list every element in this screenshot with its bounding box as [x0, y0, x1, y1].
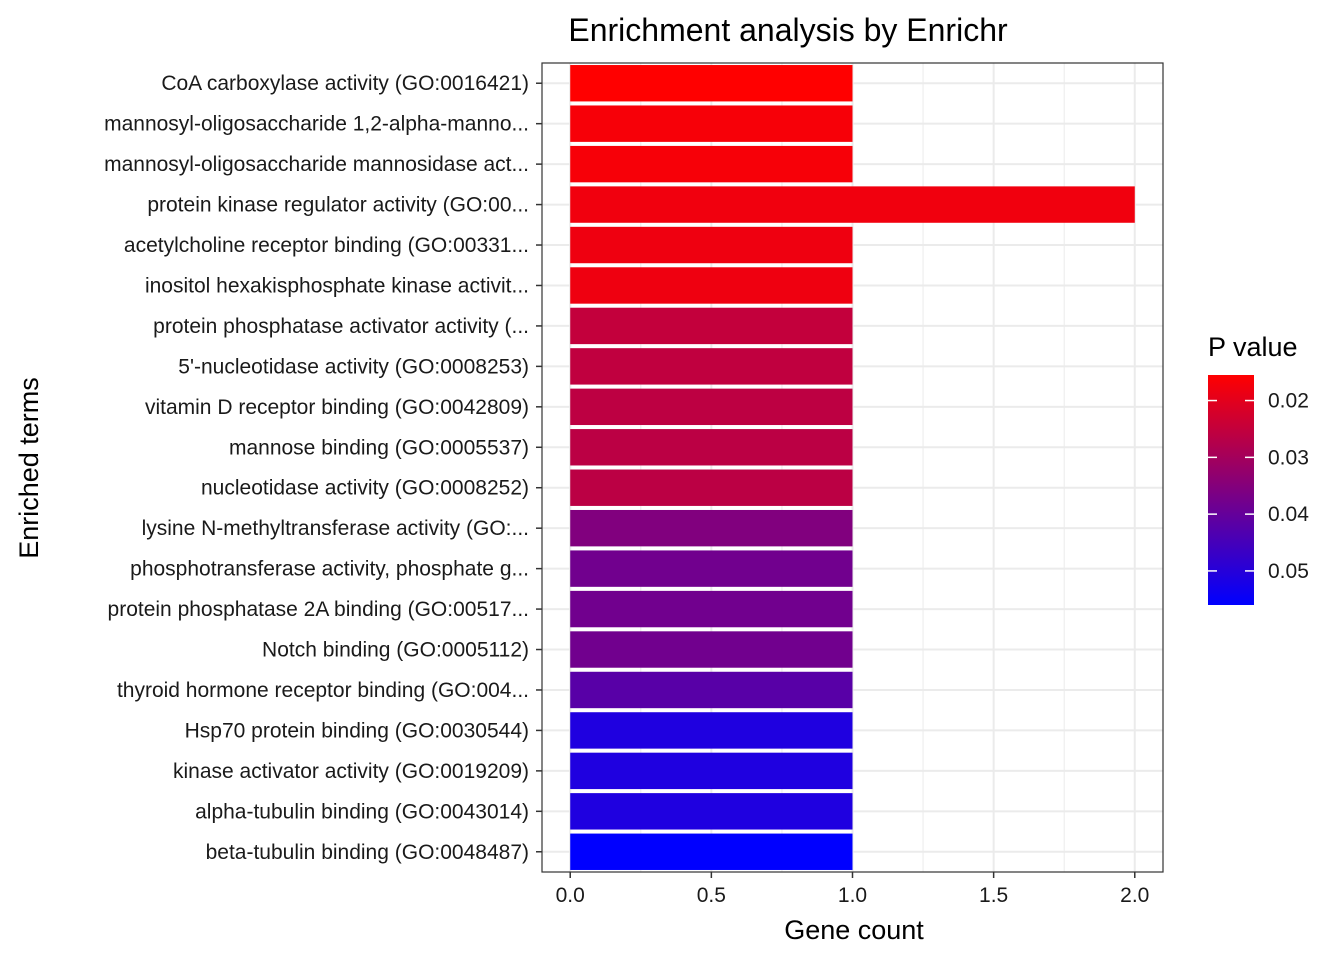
y-tick-label: nucleotidase activity (GO:0008252) [201, 477, 529, 500]
y-tick-label: CoA carboxylase activity (GO:0016421) [161, 72, 529, 95]
y-tick-label: kinase activator activity (GO:0019209) [173, 760, 529, 783]
bar [570, 226, 853, 264]
x-tick-label: 1.5 [979, 884, 1008, 907]
bar [570, 550, 853, 587]
bar [570, 388, 853, 426]
y-tick-label: vitamin D receptor binding (GO:0042809) [145, 396, 529, 419]
bar [570, 833, 853, 870]
legend-tick-label: 0.05 [1268, 560, 1309, 583]
y-tick-label: inositol hexakisphosphate kinase activit… [145, 274, 529, 297]
y-tick-label: protein kinase regulator activity (GO:00… [147, 194, 529, 217]
y-tick-label: Hsp70 protein binding (GO:0030544) [185, 719, 529, 742]
x-axis: 0.0 0.5 1.0 1.5 2.0 [556, 872, 1149, 907]
gridlines [542, 63, 1163, 872]
legend-colorbar [1208, 375, 1254, 605]
y-tick-label: protein phosphatase 2A binding (GO:00517… [108, 598, 529, 621]
legend: 0.02 0.03 0.04 0.05 [1208, 375, 1309, 605]
y-axis: CoA carboxylase activity (GO:0016421) man… [104, 72, 542, 864]
bar [570, 186, 1135, 223]
y-tick-label: mannose binding (GO:0005537) [229, 436, 529, 459]
x-tick-label: 0.0 [556, 884, 585, 907]
y-tick-label: thyroid hormone receptor binding (GO:004… [117, 679, 529, 702]
bar [570, 348, 853, 385]
y-tick-label: protein phosphatase activator activity (… [153, 315, 529, 338]
x-tick-label: 2.0 [1120, 884, 1149, 907]
bar [570, 469, 853, 506]
bars [570, 65, 1135, 870]
bar [570, 429, 853, 466]
bar [570, 671, 853, 709]
chart-title: Enrichment analysis by Enrichr [568, 12, 1008, 48]
legend-title: P value [1208, 332, 1298, 362]
bar [570, 267, 853, 304]
y-tick-label: acetylcholine receptor binding (GO:00331… [124, 234, 529, 257]
y-tick-label: mannosyl-oligosaccharide mannosidase act… [104, 153, 529, 176]
y-tick-label: phosphotransferase activity, phosphate g… [130, 558, 529, 581]
bar [570, 509, 853, 547]
bar [570, 590, 853, 628]
y-axis-title: Enriched terms [14, 377, 44, 559]
y-tick-label: alpha-tubulin binding (GO:0043014) [195, 800, 529, 823]
y-tick-label: beta-tubulin binding (GO:0048487) [206, 841, 529, 864]
y-tick-label: lysine N-methyltransferase activity (GO:… [142, 517, 529, 540]
x-tick-label: 0.5 [697, 884, 726, 907]
bar [570, 631, 853, 668]
y-tick-label: 5'-nucleotidase activity (GO:0008253) [178, 355, 529, 378]
x-axis-title: Gene count [784, 915, 924, 945]
bar [570, 105, 853, 142]
bar [570, 307, 853, 345]
legend-tick-label: 0.02 [1268, 390, 1309, 413]
y-tick-label: mannosyl-oligosaccharide 1,2-alpha-manno… [104, 113, 529, 136]
bar [570, 145, 853, 183]
legend-tick-label: 0.04 [1268, 503, 1309, 526]
bar [570, 752, 853, 790]
bar [570, 65, 853, 102]
y-tick-label: Notch binding (GO:0005112) [262, 639, 529, 662]
bar [570, 793, 853, 830]
x-tick-label: 1.0 [838, 884, 867, 907]
bar [570, 712, 853, 749]
legend-tick-label: 0.03 [1268, 446, 1309, 469]
